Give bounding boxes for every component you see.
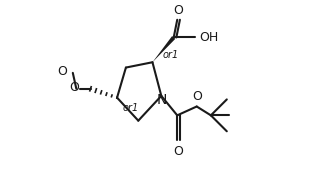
- Text: O: O: [174, 145, 183, 158]
- Text: OH: OH: [199, 31, 219, 44]
- Text: or1: or1: [122, 103, 139, 113]
- Text: or1: or1: [162, 50, 178, 60]
- Text: N: N: [157, 93, 167, 107]
- Text: O: O: [193, 90, 202, 103]
- Polygon shape: [153, 36, 175, 62]
- Text: O: O: [69, 81, 79, 93]
- Text: O: O: [174, 3, 183, 17]
- Text: O: O: [58, 65, 67, 78]
